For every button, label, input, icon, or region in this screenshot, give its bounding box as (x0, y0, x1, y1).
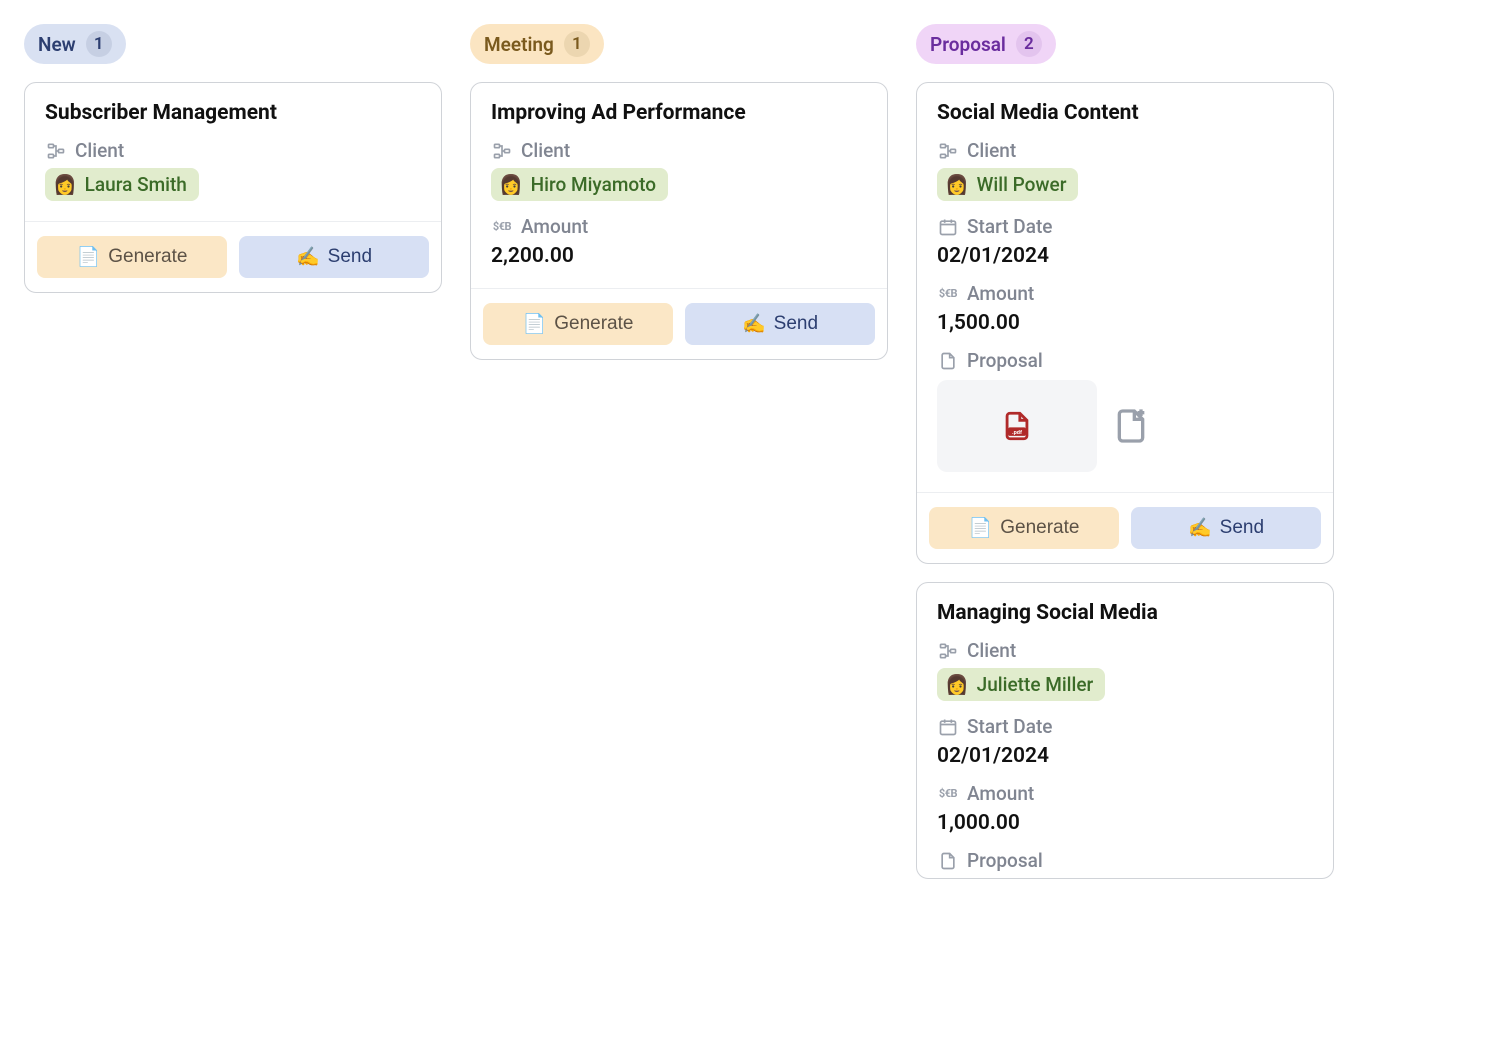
card-title: Managing Social Media (937, 601, 1313, 625)
calendar-icon (937, 216, 959, 238)
amount-value: 2,200.00 (491, 244, 867, 268)
kanban-board: New 1 Subscriber Management Client 👩 Lau… (24, 24, 1476, 897)
column-count: 1 (564, 31, 590, 57)
start-date-value: 02/01/2024 (937, 244, 1313, 268)
writing-icon: ✍️ (1188, 516, 1212, 540)
client-field: Client 👩 Hiro Miyamoto (491, 139, 867, 201)
start-date-field: Start Date 02/01/2024 (937, 215, 1313, 268)
column-count: 1 (86, 31, 112, 57)
send-button[interactable]: ✍️ Send (685, 303, 875, 345)
generate-button[interactable]: 📄 Generate (37, 236, 227, 278)
client-chip[interactable]: 👩 Juliette Miller (937, 668, 1105, 701)
client-name: Laura Smith (85, 173, 187, 196)
relation-icon (491, 140, 513, 162)
writing-icon: ✍️ (742, 312, 766, 336)
field-label: Amount (967, 282, 1034, 305)
card-title: Subscriber Management (45, 101, 421, 125)
file-icon (937, 850, 959, 872)
button-label: Send (1220, 517, 1264, 539)
page-icon: 📄 (77, 245, 101, 269)
column-new: New 1 Subscriber Management Client 👩 Lau… (24, 24, 442, 311)
start-date-value: 02/01/2024 (937, 744, 1313, 768)
amount-field: $€B Amount 1,500.00 (937, 282, 1313, 335)
relation-icon (937, 640, 959, 662)
client-field: Client 👩 Will Power (937, 139, 1313, 201)
page-icon: 📄 (523, 312, 547, 336)
client-chip[interactable]: 👩 Will Power (937, 168, 1078, 201)
proposal-files-field: Proposal (937, 849, 1313, 872)
button-label: Generate (554, 313, 633, 335)
client-chip[interactable]: 👩 Hiro Miyamoto (491, 168, 668, 201)
svg-text:.pdf: .pdf (1012, 430, 1023, 436)
relation-icon (45, 140, 67, 162)
card-title: Social Media Content (937, 101, 1313, 125)
button-label: Generate (1000, 517, 1079, 539)
field-label: Amount (967, 782, 1034, 805)
card-actions: 📄 Generate ✍️ Send (25, 221, 441, 292)
start-date-field: Start Date 02/01/2024 (937, 715, 1313, 768)
calendar-icon (937, 716, 959, 738)
card-actions: 📄 Generate ✍️ Send (471, 288, 887, 359)
field-label: Amount (521, 215, 588, 238)
button-label: Send (328, 246, 372, 268)
pdf-icon: .pdf (1000, 409, 1034, 443)
field-label: Client (75, 139, 124, 162)
column-header-new[interactable]: New 1 (24, 24, 126, 64)
column-header-meeting[interactable]: Meeting 1 (470, 24, 604, 64)
generate-button[interactable]: 📄 Generate (483, 303, 673, 345)
client-chip[interactable]: 👩 Laura Smith (45, 168, 199, 201)
card-actions: 📄 Generate ✍️ Send (917, 492, 1333, 563)
person-icon: 👩 (945, 673, 969, 696)
card-title: Improving Ad Performance (491, 101, 867, 125)
column-proposal: Proposal 2 Social Media Content Client 👩… (916, 24, 1334, 897)
file-icon (937, 350, 959, 372)
client-name: Juliette Miller (977, 673, 1094, 696)
field-label: Start Date (967, 215, 1052, 238)
amount-value: 1,500.00 (937, 311, 1313, 335)
currency-icon: $€B (937, 283, 959, 305)
proposal-files-field: Proposal .pdf (937, 349, 1313, 472)
field-label: Proposal (967, 349, 1043, 372)
pdf-attachment[interactable]: .pdf (937, 380, 1097, 472)
field-label: Proposal (967, 849, 1043, 872)
relation-icon (937, 140, 959, 162)
deal-card[interactable]: Improving Ad Performance Client 👩 Hiro M… (470, 82, 888, 360)
add-file-icon (1111, 406, 1151, 446)
deal-card[interactable]: Managing Social Media Client 👩 Juliette … (916, 582, 1334, 879)
currency-icon: $€B (491, 216, 513, 238)
amount-value: 1,000.00 (937, 811, 1313, 835)
person-icon: 👩 (945, 173, 969, 196)
button-label: Send (774, 313, 818, 335)
person-icon: 👩 (53, 173, 77, 196)
client-name: Will Power (977, 173, 1067, 196)
column-label: New (38, 33, 76, 56)
add-file-button[interactable] (1111, 406, 1151, 446)
generate-button[interactable]: 📄 Generate (929, 507, 1119, 549)
column-label: Proposal (930, 33, 1006, 56)
button-label: Generate (108, 246, 187, 268)
deal-card[interactable]: Social Media Content Client 👩 Will Power (916, 82, 1334, 564)
send-button[interactable]: ✍️ Send (239, 236, 429, 278)
client-field: Client 👩 Laura Smith (45, 139, 421, 201)
column-label: Meeting (484, 33, 554, 56)
field-label: Start Date (967, 715, 1052, 738)
field-label: Client (967, 139, 1016, 162)
field-label: Client (967, 639, 1016, 662)
column-meeting: Meeting 1 Improving Ad Performance Clien… (470, 24, 888, 378)
send-button[interactable]: ✍️ Send (1131, 507, 1321, 549)
amount-field: $€B Amount 2,200.00 (491, 215, 867, 268)
person-icon: 👩 (499, 173, 523, 196)
client-name: Hiro Miyamoto (531, 173, 656, 196)
amount-field: $€B Amount 1,000.00 (937, 782, 1313, 835)
field-label: Client (521, 139, 570, 162)
client-field: Client 👩 Juliette Miller (937, 639, 1313, 701)
writing-icon: ✍️ (296, 245, 320, 269)
deal-card[interactable]: Subscriber Management Client 👩 Laura Smi… (24, 82, 442, 293)
column-count: 2 (1016, 31, 1042, 57)
column-header-proposal[interactable]: Proposal 2 (916, 24, 1056, 64)
currency-icon: $€B (937, 783, 959, 805)
page-icon: 📄 (969, 516, 993, 540)
